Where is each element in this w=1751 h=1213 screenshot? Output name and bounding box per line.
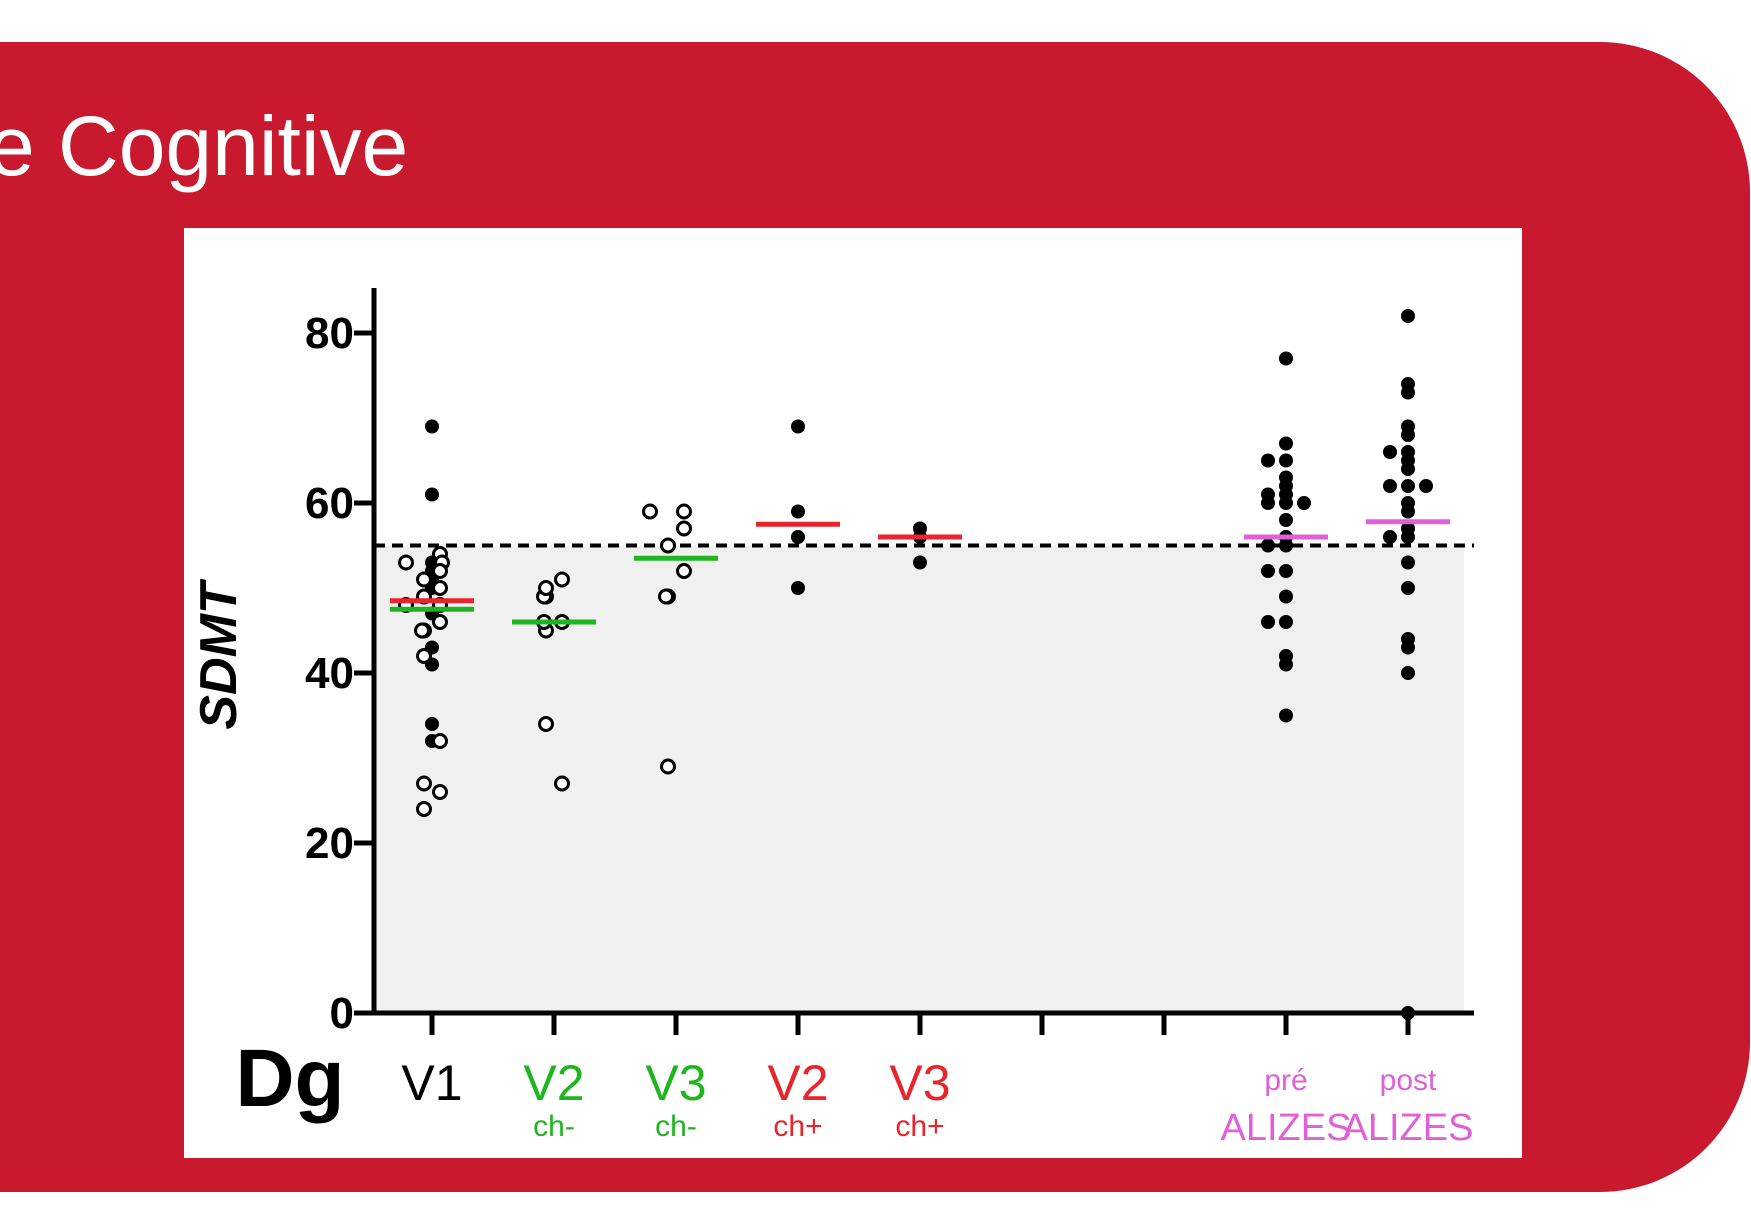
x-tick-label: V2 xyxy=(523,1055,584,1111)
y-tick-label: 0 xyxy=(330,989,354,1038)
point-filled xyxy=(1261,615,1275,629)
point-filled xyxy=(1383,479,1397,493)
point-open xyxy=(538,716,554,732)
point-filled xyxy=(1279,436,1293,451)
x-tick-sublabel: ch+ xyxy=(895,1110,944,1143)
point-open xyxy=(658,588,674,605)
point-filled xyxy=(425,487,439,502)
point-filled xyxy=(1279,708,1293,723)
point-open xyxy=(538,580,554,596)
point-open xyxy=(416,648,432,664)
y-tick-label: 60 xyxy=(305,479,354,528)
point-open xyxy=(660,537,676,554)
point-filled xyxy=(791,581,805,595)
point-filled xyxy=(1279,538,1293,553)
point-filled xyxy=(1279,615,1293,629)
point-filled xyxy=(1279,513,1293,527)
y-tick-label: 80 xyxy=(305,309,354,358)
point-open xyxy=(416,775,432,792)
point-filled xyxy=(791,419,805,434)
point-filled xyxy=(1297,496,1311,510)
point-open xyxy=(642,503,658,520)
point-filled xyxy=(1419,479,1433,493)
point-open xyxy=(416,801,432,817)
slide-title: e Cognitive xyxy=(0,99,409,193)
x-tick-label: V1 xyxy=(401,1055,462,1111)
x-tick-sublabel: ch- xyxy=(655,1110,697,1143)
point-filled xyxy=(425,717,439,731)
point-filled xyxy=(1279,564,1293,578)
y-tick-label: 20 xyxy=(305,819,354,868)
point-open xyxy=(676,563,692,579)
point-open xyxy=(432,563,448,579)
point-open xyxy=(676,520,692,537)
point-filled xyxy=(1279,496,1293,510)
point-filled xyxy=(791,504,805,519)
point-filled xyxy=(1401,581,1415,595)
x-tick-label: V3 xyxy=(645,1055,706,1111)
point-filled xyxy=(1279,657,1293,672)
row-label: Dg xyxy=(235,1033,344,1124)
point-open xyxy=(432,580,448,596)
x-tick-label: post xyxy=(1380,1064,1437,1097)
point-filled xyxy=(1401,428,1415,442)
point-filled xyxy=(1261,564,1275,578)
point-filled xyxy=(913,555,927,570)
point-filled xyxy=(791,530,805,544)
x-tick-label: V3 xyxy=(889,1055,950,1111)
x-tick-label: pré xyxy=(1264,1064,1307,1097)
point-filled xyxy=(1401,640,1415,655)
point-open xyxy=(414,622,430,639)
point-filled xyxy=(1401,504,1415,519)
point-open xyxy=(554,571,570,588)
point-filled xyxy=(1401,555,1415,570)
point-open xyxy=(432,733,448,749)
point-filled xyxy=(1279,589,1293,604)
point-filled xyxy=(1261,496,1275,510)
point-filled xyxy=(1401,309,1415,323)
point-filled xyxy=(1401,530,1415,544)
point-filled xyxy=(1261,538,1275,553)
point-open xyxy=(554,775,570,792)
point-filled xyxy=(1401,1006,1415,1020)
point-filled xyxy=(1261,453,1275,468)
x-tick-sublabel: ALIZES xyxy=(1221,1107,1352,1149)
point-filled xyxy=(1279,453,1293,468)
x-tick-sublabel: ch+ xyxy=(773,1110,822,1143)
point-filled xyxy=(1401,462,1415,476)
point-filled xyxy=(1383,445,1397,459)
y-tick-label: 40 xyxy=(305,649,354,698)
point-open xyxy=(432,784,448,800)
below-reference-shading xyxy=(374,545,1464,1013)
point-open xyxy=(676,503,692,520)
point-open xyxy=(432,614,448,630)
point-filled xyxy=(425,419,439,434)
point-filled xyxy=(1401,479,1415,493)
chart-container: 0 20 40 60 80 SDMT V1 V2 ch- V3 ch- V2 ch+ V3 ch+ pré AL… xyxy=(184,228,1522,1158)
x-tick-label: V2 xyxy=(767,1055,828,1111)
point-open xyxy=(398,554,414,571)
point-filled xyxy=(1279,351,1293,366)
y-axis-label: SDMT xyxy=(190,578,248,730)
point-open xyxy=(416,571,432,588)
point-open xyxy=(660,758,676,775)
point-filled xyxy=(1383,530,1397,544)
x-tick-sublabel: ch- xyxy=(533,1110,575,1143)
point-filled xyxy=(1401,385,1415,400)
point-filled xyxy=(1401,666,1415,680)
x-tick-sublabel: ALIZES xyxy=(1343,1107,1474,1149)
